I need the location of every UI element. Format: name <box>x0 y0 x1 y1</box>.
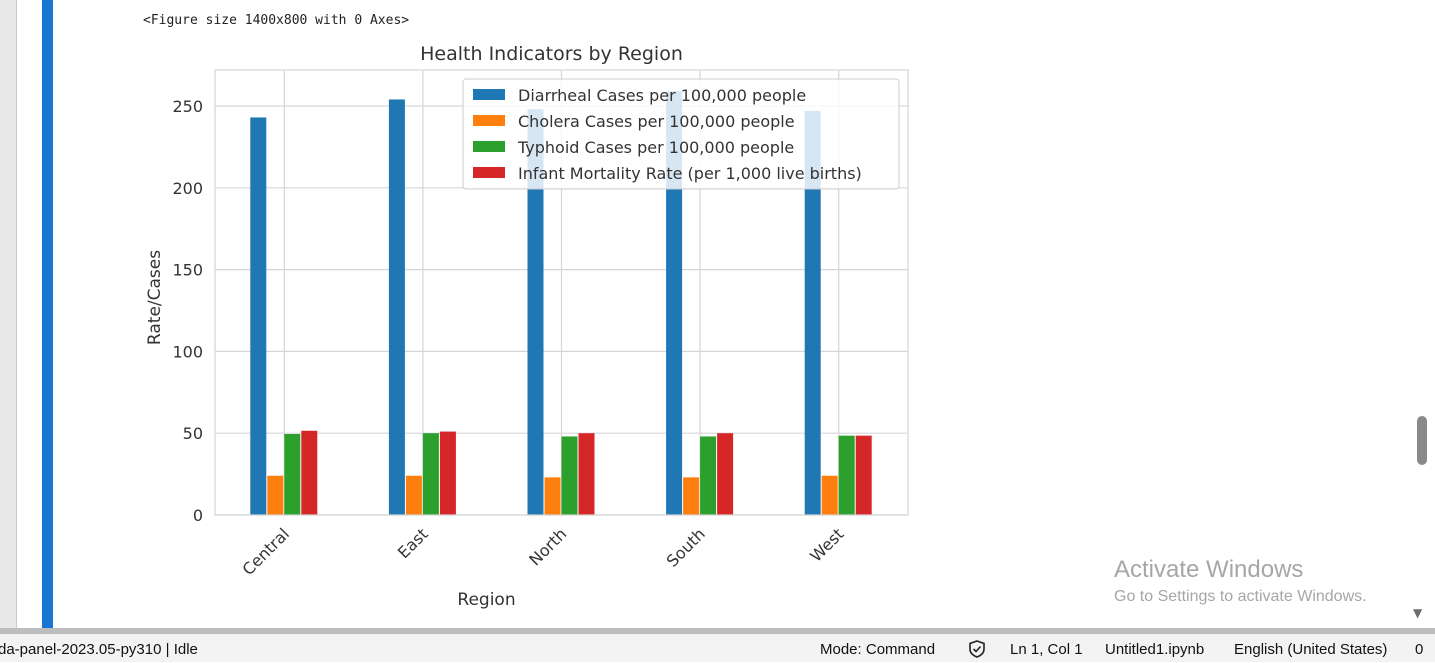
bar-east-0 <box>388 99 405 515</box>
legend-label-3: Infant Mortality Rate (per 1,000 live bi… <box>518 164 862 183</box>
y-axis-label: Rate/Cases <box>145 250 165 345</box>
bar-north-2 <box>561 436 578 515</box>
x-tick-label: Central <box>238 524 293 579</box>
chart-title: Health Indicators by Region <box>420 43 683 65</box>
bar-central-3 <box>301 430 318 515</box>
figure-repr-text: <Figure size 1400x800 with 0 Axes> <box>143 13 410 28</box>
bar-south-3 <box>717 433 734 515</box>
activate-windows-title: Activate Windows <box>1114 556 1304 583</box>
bar-central-1 <box>267 475 284 515</box>
plot-layer: 0 50 100 150 200 250 Central East North South West… <box>145 43 909 610</box>
x-tick-label: East <box>394 524 432 562</box>
kernel-status[interactable]: da-panel-2023.05-py310 | Idle <box>0 641 198 658</box>
bar-north-0 <box>527 109 544 515</box>
x-tick-label: North <box>525 524 570 569</box>
y-tick-label: 0 <box>193 506 203 525</box>
bar-east-2 <box>422 433 439 515</box>
legend-swatch-3 <box>473 167 505 178</box>
language-indicator[interactable]: English (United States) <box>1234 641 1388 658</box>
left-edge <box>16 0 17 634</box>
legend-label-2: Typhoid Cases per 100,000 people <box>517 138 794 157</box>
mode-indicator[interactable]: Mode: Command <box>820 641 936 658</box>
bar-central-2 <box>284 434 301 515</box>
activate-windows-subtitle: Go to Settings to activate Windows. <box>1114 588 1367 605</box>
notification-count[interactable]: 0 <box>1415 641 1424 658</box>
file-name[interactable]: Untitled1.ipynb <box>1105 641 1205 658</box>
active-cell-indicator[interactable] <box>42 0 53 628</box>
bar-east-3 <box>439 431 456 515</box>
bar-central-0 <box>250 117 267 515</box>
plot-frame <box>214 69 909 516</box>
bar-south-0 <box>666 91 683 516</box>
cursor-position[interactable]: Ln 1, Col 1 <box>1010 641 1083 658</box>
legend-swatch-1 <box>473 115 505 126</box>
activate-windows-watermark: Activate Windows Go to Settings to activ… <box>1114 556 1367 606</box>
bar-east-1 <box>405 475 422 515</box>
y-tick-label: 50 <box>183 424 203 443</box>
bar-west-3 <box>855 435 872 515</box>
x-axis-label: Region <box>457 590 515 610</box>
bar-north-1 <box>544 477 561 515</box>
bar-north-3 <box>578 433 595 515</box>
bar-west-2 <box>838 435 855 515</box>
y-tick-label: 150 <box>172 261 203 280</box>
scrollbar-thumb[interactable] <box>1417 416 1427 465</box>
y-tick-label: 200 <box>172 179 203 198</box>
panel-divider[interactable] <box>0 628 1435 634</box>
left-gutter <box>0 0 16 634</box>
bar-south-2 <box>700 436 717 515</box>
bar-west-1 <box>821 475 838 515</box>
y-tick-label: 250 <box>172 97 203 116</box>
legend-label-1: Cholera Cases per 100,000 people <box>518 112 795 131</box>
x-tick-label: South <box>663 524 709 570</box>
x-tick-label: West <box>806 524 847 565</box>
legend-swatch-0 <box>473 89 505 100</box>
legend-swatch-2 <box>473 141 505 152</box>
vertical-scrollbar[interactable] <box>1408 0 1435 628</box>
shield-check-icon[interactable] <box>967 639 987 663</box>
scroll-down-arrow-icon[interactable]: ▼ <box>1413 606 1423 620</box>
legend-box <box>462 78 900 190</box>
legend-label-0: Diarrheal Cases per 100,000 people <box>518 86 806 105</box>
y-tick-label: 100 <box>172 342 203 361</box>
bar-chart: 0 50 100 150 200 250 Central East North South West… <box>145 43 909 610</box>
status-bar: da-panel-2023.05-py310 | Idle Mode: Comm… <box>0 634 1435 662</box>
bar-south-1 <box>683 477 700 515</box>
bar-west-0 <box>804 110 821 516</box>
